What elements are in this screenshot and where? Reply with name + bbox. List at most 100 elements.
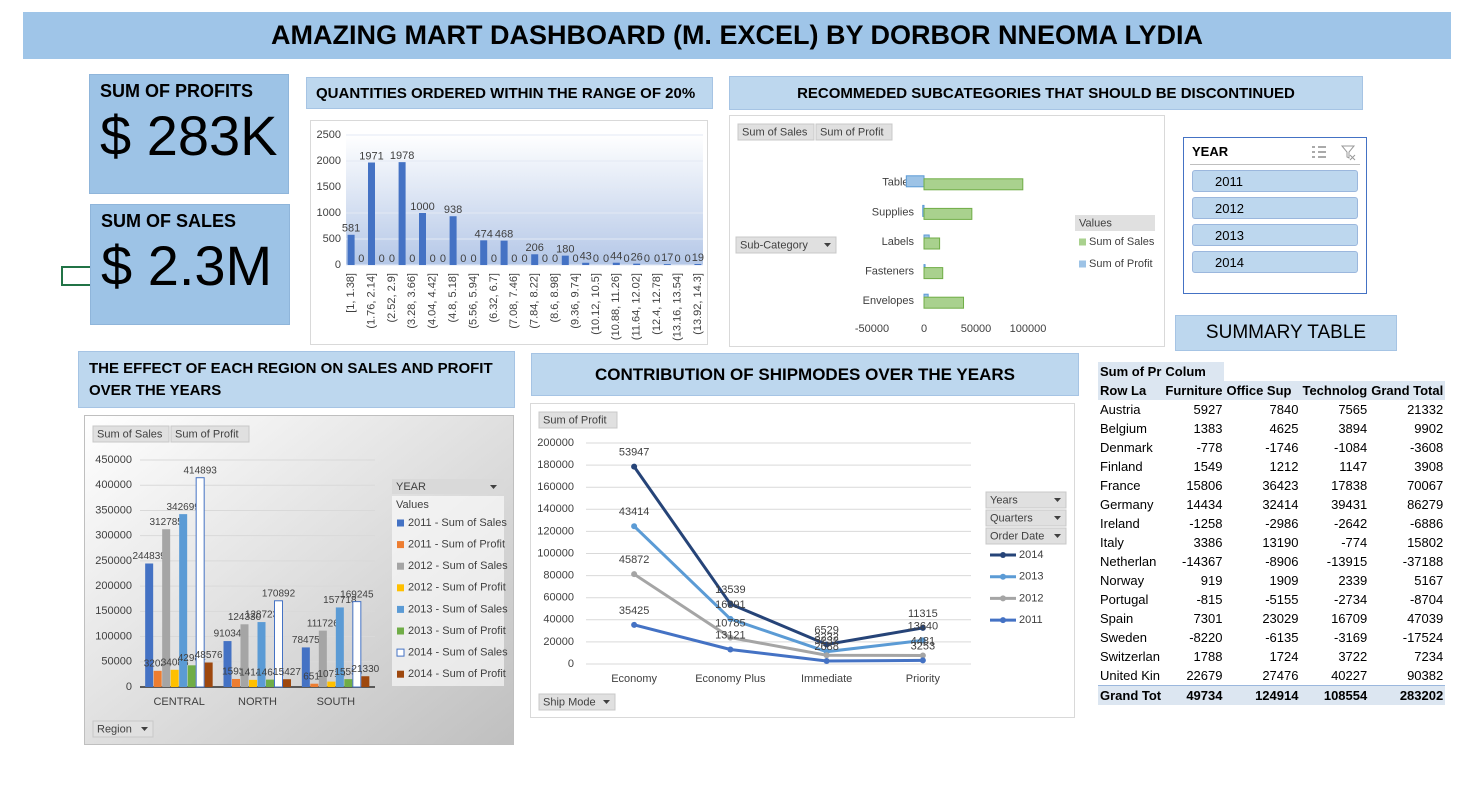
chart-title-box: THE EFFECT OF EACH REGION ON SALES AND P… xyxy=(78,351,515,408)
bar xyxy=(694,264,702,265)
dropdown-arrow[interactable] xyxy=(490,485,497,489)
table-cell: 5167 xyxy=(1414,573,1444,588)
field-button-label: Region xyxy=(97,723,132,735)
x-tick-label: (10.12, 10.5] xyxy=(590,273,602,335)
kpi-card: SUM OF SALES $ 2.3M xyxy=(90,204,290,325)
dropdown-arrow[interactable] xyxy=(603,700,610,704)
x-tick-label: CENTRAL xyxy=(153,696,204,708)
field-button[interactable] xyxy=(737,123,815,141)
y-tick-label: 40000 xyxy=(543,614,574,626)
table-cell: -8220 xyxy=(1189,630,1223,645)
data-label: 1000 xyxy=(410,201,434,213)
field-button[interactable] xyxy=(92,425,170,443)
y-tick-label: 450000 xyxy=(95,454,132,466)
bar xyxy=(318,630,327,687)
data-label: 44 xyxy=(610,251,622,263)
table-cell: 1212 xyxy=(1269,459,1299,474)
table-cell: 1147 xyxy=(1339,459,1368,474)
legend-label: 2012 - Sum of Sales xyxy=(408,560,508,572)
field-button[interactable] xyxy=(170,425,250,443)
chart-title: QUANTITIES ORDERED WITHIN THE RANGE OF 2… xyxy=(316,84,696,102)
slicer-divider xyxy=(1190,164,1360,165)
data-label: 0 xyxy=(521,253,527,265)
x-tick-label: (11.64, 12.02] xyxy=(631,273,643,340)
data-label: 32034 xyxy=(144,658,172,669)
table-cell: -14367 xyxy=(1181,554,1223,569)
table-cell: -37188 xyxy=(1402,554,1444,569)
data-label: 0 xyxy=(358,253,364,265)
data-label: 35425 xyxy=(619,605,650,617)
slicer-item[interactable]: 2013 xyxy=(1192,224,1358,246)
field-button[interactable] xyxy=(538,411,618,429)
bar xyxy=(162,529,171,687)
field-button[interactable] xyxy=(538,693,616,711)
field-button[interactable] xyxy=(985,491,1067,509)
legend-label: 2012 xyxy=(1019,592,1043,604)
table-cell: Sum of Pr xyxy=(1098,362,1164,381)
data-label: 0 xyxy=(674,253,680,265)
table-cell: -2986 xyxy=(1265,516,1299,531)
slicer-title: YEAR xyxy=(1192,144,1229,159)
dropdown-arrow[interactable] xyxy=(1054,516,1061,520)
table-cell: 23029 xyxy=(1262,611,1299,626)
kpi-value: $ 2.3M xyxy=(101,234,273,297)
slicer-item[interactable]: 2011 xyxy=(1192,170,1358,192)
data-label: 2688 xyxy=(814,641,838,653)
table-cell: -815 xyxy=(1196,592,1223,607)
slicer-item[interactable]: 2014 xyxy=(1192,251,1358,273)
data-label: 3232 xyxy=(814,632,838,644)
field-button[interactable] xyxy=(735,236,837,254)
data-label: 244839 xyxy=(132,551,166,562)
slicer-item[interactable]: 2012 xyxy=(1192,197,1358,219)
bar xyxy=(398,162,406,265)
table-row: Austria 5927 7840 7565 21332 xyxy=(1098,400,1445,419)
dropdown-arrow[interactable] xyxy=(1054,534,1061,538)
data-label: 11315 xyxy=(908,608,938,620)
table-cell: Norway xyxy=(1100,573,1145,588)
table-cell: Technolog xyxy=(1300,381,1370,400)
line xyxy=(633,623,923,663)
y-tick-label: 160000 xyxy=(537,481,574,493)
dropdown-arrow[interactable] xyxy=(824,243,831,247)
point xyxy=(919,637,926,644)
bar xyxy=(352,601,362,688)
table-cell: 108554 xyxy=(1300,685,1370,705)
table-row: Denmark -778 -1746 -1084 -3608 xyxy=(1098,438,1445,457)
y-tick-label: Fasteners xyxy=(865,266,914,278)
table-row: Netherlan -14367 -8906 -13915 -37188 xyxy=(1098,552,1445,571)
slicer-icons[interactable] xyxy=(1310,143,1358,161)
legend-subtitle: Values xyxy=(396,499,429,511)
data-label: 206 xyxy=(526,242,544,254)
legend-label: 2011 - Sum of Profit xyxy=(408,539,505,551)
point xyxy=(823,658,830,665)
table-cell: -1746 xyxy=(1265,440,1299,455)
x-tick-label: (5.56, 5.94] xyxy=(467,273,479,329)
table-cell: 1788 xyxy=(1193,649,1223,664)
table-row: United Kin 22679 27476 40227 90382 xyxy=(1098,666,1445,686)
legend-swatch xyxy=(397,627,404,635)
data-label: 938 xyxy=(444,204,462,216)
field-button[interactable] xyxy=(815,123,893,141)
data-label: 26 xyxy=(631,252,643,264)
y-tick-label: Supplies xyxy=(872,206,915,218)
legend-point xyxy=(1000,573,1006,580)
table-cell: -2734 xyxy=(1333,592,1368,607)
bar xyxy=(153,670,162,687)
field-button[interactable] xyxy=(92,720,154,738)
table-cell: -1258 xyxy=(1189,516,1223,531)
dropdown-arrow[interactable] xyxy=(1054,498,1061,502)
field-button[interactable] xyxy=(985,509,1067,527)
y-tick-label: 250000 xyxy=(95,555,132,567)
field-button[interactable] xyxy=(985,527,1067,545)
table-cell: Switzerlan xyxy=(1100,649,1160,664)
table-cell: Furniture xyxy=(1163,381,1225,400)
dropdown-arrow[interactable] xyxy=(141,727,148,731)
x-tick-label: (6.32, 6.7] xyxy=(488,273,500,323)
data-label: 0 xyxy=(389,253,395,265)
column-chart: Sum of Sales Sum of Profit Region 0 50000 100… xyxy=(84,415,514,745)
y-tick-label: 2500 xyxy=(317,129,341,141)
y-tick-label: 60000 xyxy=(543,592,574,604)
bar xyxy=(923,267,944,280)
data-label: 21330 xyxy=(351,664,379,675)
